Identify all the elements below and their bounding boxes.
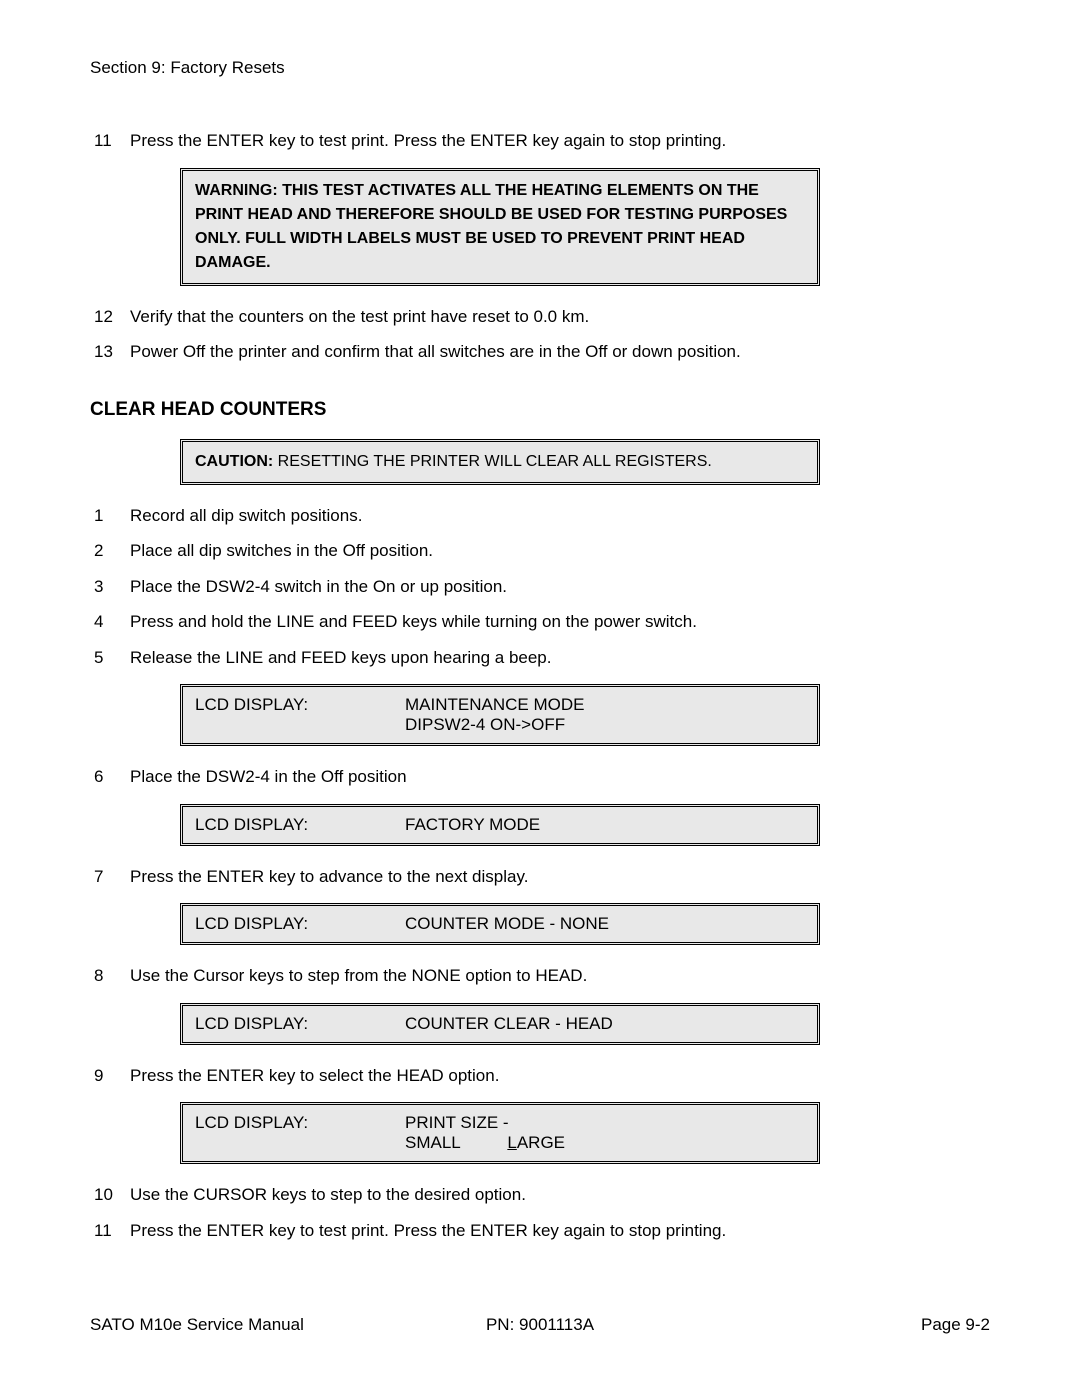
- step-row: 13 Power Off the printer and confirm tha…: [90, 339, 990, 365]
- lcd-label: LCD DISPLAY:: [195, 914, 405, 934]
- step-text: Place the DSW2-4 in the Off position: [130, 764, 990, 790]
- caution-box: CAUTION: RESETTING THE PRINTER WILL CLEA…: [180, 439, 820, 485]
- step-number: 6: [90, 764, 130, 790]
- step-text: Press the ENTER key to test print. Press…: [130, 1218, 990, 1244]
- lcd-label: LCD DISPLAY:: [195, 1113, 405, 1153]
- step-row: 3 Place the DSW2-4 switch in the On or u…: [90, 574, 990, 600]
- step-number: 5: [90, 645, 130, 671]
- lcd-value: MAINTENANCE MODE DIPSW2-4 ON->OFF: [405, 695, 805, 735]
- lcd-display-box: LCD DISPLAY: COUNTER MODE - NONE: [180, 903, 820, 945]
- step-row: 12 Verify that the counters on the test …: [90, 304, 990, 330]
- section-heading: CLEAR HEAD COUNTERS: [90, 399, 990, 421]
- caution-label: CAUTION:: [195, 453, 273, 470]
- lcd-value: COUNTER MODE - NONE: [405, 914, 805, 934]
- step-row: 2 Place all dip switches in the Off posi…: [90, 538, 990, 564]
- step-number: 8: [90, 963, 130, 989]
- step-number: 4: [90, 609, 130, 635]
- step-text: Use the CURSOR keys to step to the desir…: [130, 1182, 990, 1208]
- step-text: Press the ENTER key to select the HEAD o…: [130, 1063, 990, 1089]
- lcd-value: PRINT SIZE - SMALL LARGE: [405, 1113, 805, 1153]
- step-row: 9 Press the ENTER key to select the HEAD…: [90, 1063, 990, 1089]
- footer-center: PN: 9001113A: [486, 1315, 594, 1335]
- step-number: 13: [90, 339, 130, 365]
- step-text: Place all dip switches in the Off positi…: [130, 538, 990, 564]
- lcd-label: LCD DISPLAY:: [195, 1014, 405, 1034]
- page-header: Section 9: Factory Resets: [90, 58, 990, 78]
- lcd-display-box: LCD DISPLAY: COUNTER CLEAR - HEAD: [180, 1003, 820, 1045]
- warning-text: WARNING: THIS TEST ACTIVATES ALL THE HEA…: [195, 182, 787, 271]
- step-number: 11: [90, 1218, 130, 1244]
- step-row: 5 Release the LINE and FEED keys upon he…: [90, 645, 990, 671]
- page-footer: SATO M10e Service Manual PN: 9001113A Pa…: [90, 1315, 990, 1335]
- lcd-display-box: LCD DISPLAY: PRINT SIZE - SMALL LARGE: [180, 1102, 820, 1164]
- step-row: 4 Press and hold the LINE and FEED keys …: [90, 609, 990, 635]
- step-row: 8 Use the Cursor keys to step from the N…: [90, 963, 990, 989]
- step-number: 11: [90, 128, 130, 154]
- step-text: Press and hold the LINE and FEED keys wh…: [130, 609, 990, 635]
- step-text: Press the ENTER key to advance to the ne…: [130, 864, 990, 890]
- step-row: 1 Record all dip switch positions.: [90, 503, 990, 529]
- step-number: 2: [90, 538, 130, 564]
- step-row: 11 Press the ENTER key to test print. Pr…: [90, 1218, 990, 1244]
- step-row: 11 Press the ENTER key to test print. Pr…: [90, 128, 990, 154]
- lcd-value: FACTORY MODE: [405, 815, 805, 835]
- step-text: Power Off the printer and confirm that a…: [130, 339, 990, 365]
- step-text: Use the Cursor keys to step from the NON…: [130, 963, 990, 989]
- step-text: Place the DSW2-4 switch in the On or up …: [130, 574, 990, 600]
- step-number: 7: [90, 864, 130, 890]
- step-number: 10: [90, 1182, 130, 1208]
- lcd-label: LCD DISPLAY:: [195, 695, 405, 735]
- step-text: Record all dip switch positions.: [130, 503, 990, 529]
- footer-left: SATO M10e Service Manual: [90, 1315, 304, 1335]
- footer-right: Page 9-2: [921, 1315, 990, 1335]
- lcd-value: COUNTER CLEAR - HEAD: [405, 1014, 805, 1034]
- step-number: 9: [90, 1063, 130, 1089]
- step-text: Verify that the counters on the test pri…: [130, 304, 990, 330]
- lcd-display-box: LCD DISPLAY: FACTORY MODE: [180, 804, 820, 846]
- step-number: 3: [90, 574, 130, 600]
- step-row: 10 Use the CURSOR keys to step to the de…: [90, 1182, 990, 1208]
- step-row: 7 Press the ENTER key to advance to the …: [90, 864, 990, 890]
- warning-box: WARNING: THIS TEST ACTIVATES ALL THE HEA…: [180, 168, 820, 286]
- lcd-display-box: LCD DISPLAY: MAINTENANCE MODE DIPSW2-4 O…: [180, 684, 820, 746]
- step-text: Release the LINE and FEED keys upon hear…: [130, 645, 990, 671]
- lcd-label: LCD DISPLAY:: [195, 815, 405, 835]
- step-text: Press the ENTER key to test print. Press…: [130, 128, 990, 154]
- step-number: 1: [90, 503, 130, 529]
- caution-text: RESETTING THE PRINTER WILL CLEAR ALL REG…: [273, 453, 712, 470]
- step-row: 6 Place the DSW2-4 in the Off position: [90, 764, 990, 790]
- step-number: 12: [90, 304, 130, 330]
